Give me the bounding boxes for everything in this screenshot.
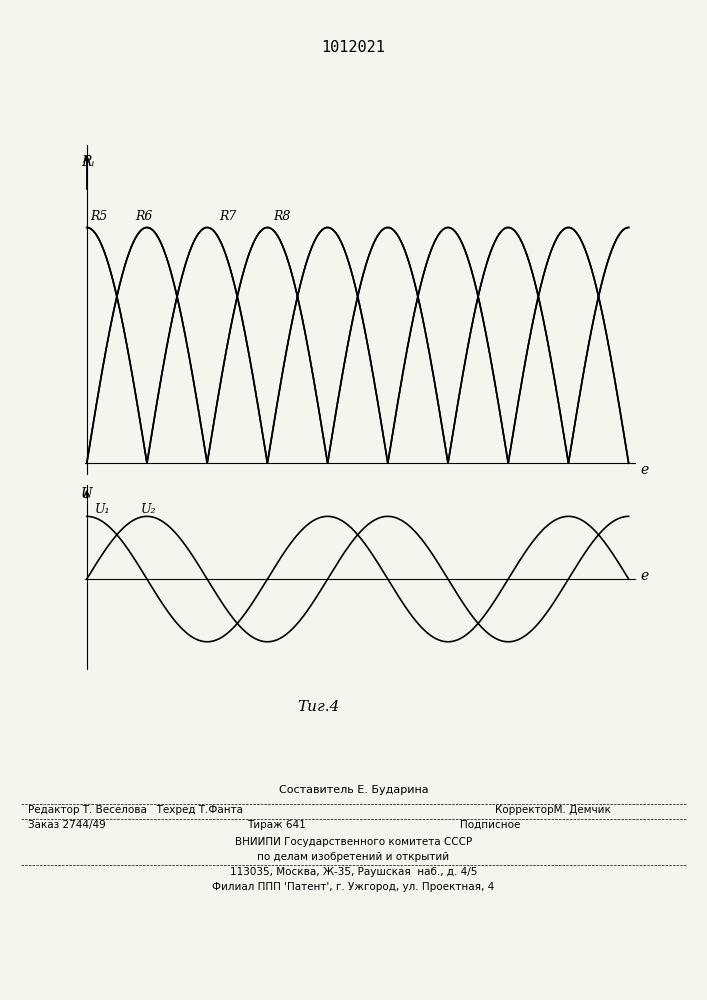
Text: Составитель Е. Бударина: Составитель Е. Бударина xyxy=(279,785,428,795)
Text: Заказ 2744/49: Заказ 2744/49 xyxy=(28,820,106,830)
Text: по делам изобретений и открытий: по делам изобретений и открытий xyxy=(257,852,450,862)
Text: КорректорМ. Демчик: КорректорМ. Демчик xyxy=(495,805,611,815)
Text: R6: R6 xyxy=(135,210,152,223)
Text: U₂: U₂ xyxy=(141,503,156,516)
Text: Редактор Т. Веселова   Техред Т.Фанта: Редактор Т. Веселова Техред Т.Фанта xyxy=(28,805,243,815)
Text: 113035, Москва, Ж-35, Раушская  наб., д. 4/5: 113035, Москва, Ж-35, Раушская наб., д. … xyxy=(230,867,477,877)
Text: R7: R7 xyxy=(219,210,237,223)
Text: ВНИИПИ Государственного комитета СССР: ВНИИПИ Государственного комитета СССР xyxy=(235,837,472,847)
Text: Rᵢ: Rᵢ xyxy=(81,154,94,168)
Text: e: e xyxy=(640,569,648,583)
Text: Филиал ППП 'Патент', г. Ужгород, ул. Проектная, 4: Филиал ППП 'Патент', г. Ужгород, ул. Про… xyxy=(212,882,495,892)
Text: U: U xyxy=(81,487,93,501)
Text: Τиг.4: Τиг.4 xyxy=(297,700,339,714)
Text: R5: R5 xyxy=(90,210,108,223)
Text: 1012021: 1012021 xyxy=(322,40,385,55)
Text: Тираж 641: Тираж 641 xyxy=(247,820,306,830)
Text: U₁: U₁ xyxy=(95,503,110,516)
Text: e: e xyxy=(640,463,648,477)
Text: Подписное: Подписное xyxy=(460,820,520,830)
Text: R8: R8 xyxy=(274,210,291,223)
